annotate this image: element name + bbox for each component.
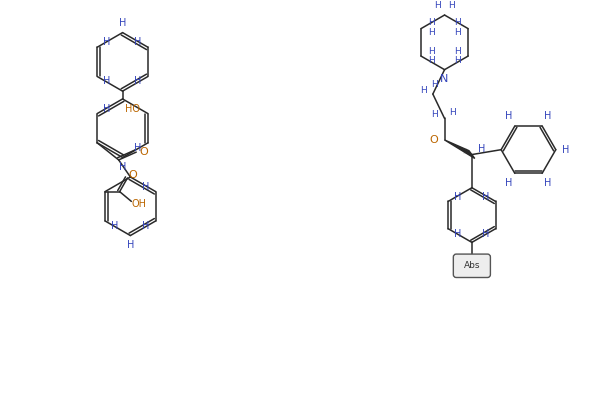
Text: H: H xyxy=(428,18,435,27)
Text: H: H xyxy=(103,104,111,114)
Text: H: H xyxy=(127,240,134,250)
Text: O: O xyxy=(430,135,438,145)
Text: H: H xyxy=(448,1,455,10)
Polygon shape xyxy=(444,140,475,158)
Text: H: H xyxy=(428,28,435,37)
FancyBboxPatch shape xyxy=(453,254,490,278)
Text: H: H xyxy=(482,229,490,239)
Text: H: H xyxy=(506,111,513,121)
Text: H: H xyxy=(454,56,461,66)
Text: H: H xyxy=(482,192,490,201)
Text: H: H xyxy=(142,221,150,231)
Text: Abs: Abs xyxy=(464,261,480,270)
Text: O: O xyxy=(128,170,136,180)
Text: H: H xyxy=(478,144,485,154)
Text: H: H xyxy=(431,110,438,119)
Text: H: H xyxy=(435,1,441,10)
Text: H: H xyxy=(544,111,551,121)
Text: H: H xyxy=(111,221,119,231)
Text: H: H xyxy=(135,143,142,153)
Text: H: H xyxy=(454,28,461,37)
Text: HO: HO xyxy=(125,104,140,114)
Text: H: H xyxy=(454,47,461,56)
Text: H: H xyxy=(103,38,111,47)
Text: H: H xyxy=(119,18,126,28)
Text: H: H xyxy=(506,178,513,188)
Text: N: N xyxy=(439,74,448,85)
Text: O: O xyxy=(140,147,149,157)
Text: H: H xyxy=(454,192,461,201)
Text: H: H xyxy=(454,18,461,27)
Text: OH: OH xyxy=(132,199,147,209)
Text: H: H xyxy=(428,47,435,56)
Text: H: H xyxy=(562,145,569,155)
Text: H: H xyxy=(449,108,456,117)
Text: H: H xyxy=(420,86,427,95)
Text: H: H xyxy=(135,76,142,87)
Text: H: H xyxy=(103,76,111,87)
Text: H: H xyxy=(142,182,150,192)
Text: H: H xyxy=(544,178,551,188)
Text: H: H xyxy=(428,56,435,66)
Text: H: H xyxy=(454,229,461,239)
Text: H: H xyxy=(119,162,126,172)
Text: H: H xyxy=(431,80,438,89)
Text: H: H xyxy=(135,38,142,47)
